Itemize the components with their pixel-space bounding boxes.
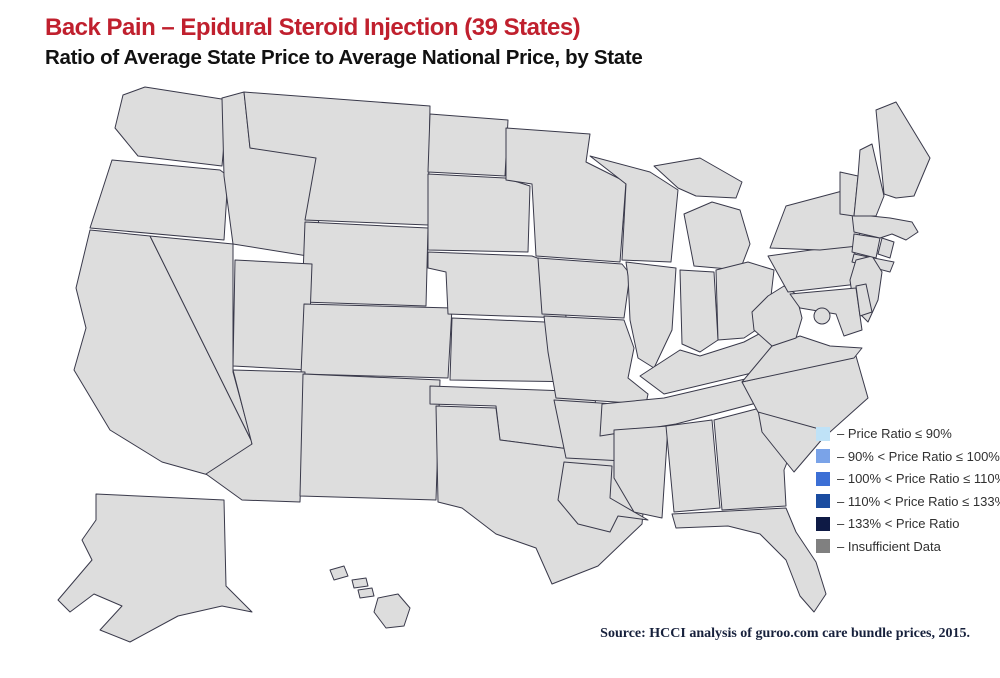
state-mississippi (613, 425, 669, 519)
state-delaware (855, 283, 873, 317)
state-new-hampshire (853, 143, 885, 217)
state-hawaii-big-island (373, 593, 411, 629)
state-iowa (537, 257, 631, 319)
map-legend: – Price Ratio ≤ 90% – 90% < Price Ratio … (816, 426, 1000, 554)
state-hawaii-kauai (329, 565, 349, 581)
state-south-dakota (427, 173, 531, 253)
state-west-virginia (751, 285, 803, 347)
legend-item-le90: – Price Ratio ≤ 90% (816, 426, 1000, 441)
legend-label: – 110% < Price Ratio ≤ 133% (837, 493, 1000, 509)
state-connecticut (851, 233, 881, 259)
state-wisconsin (589, 155, 679, 263)
legend-label: – Insufficient Data (837, 538, 941, 554)
legend-label: – 133% < Price Ratio (837, 516, 960, 531)
legend-item-90to100: – 90% < Price Ratio ≤ 100% (816, 449, 1000, 464)
state-oregon (89, 159, 229, 241)
state-alabama (665, 419, 721, 513)
state-missouri (543, 315, 649, 405)
state-district-of-columbia-dot (813, 307, 831, 325)
legend-label: – Price Ratio ≤ 90% (837, 426, 952, 441)
state-maine (875, 101, 931, 199)
legend-swatch-110to133 (816, 494, 830, 508)
legend-swatch-le90 (816, 426, 830, 441)
state-north-dakota (427, 113, 509, 177)
legend-item-110to133: – 110% < Price Ratio ≤ 133% (816, 494, 1000, 509)
figure-header: Back Pain – Epidural Steroid Injection (… (45, 14, 643, 70)
state-alaska (57, 493, 253, 643)
state-utah (232, 259, 313, 371)
source-note: Source: HCCI analysis of guroo.com care … (600, 626, 970, 641)
page-title: Back Pain – Epidural Steroid Injection (… (45, 14, 581, 41)
state-michigan-upper (653, 157, 743, 199)
legend-swatch-insufficient (816, 539, 830, 553)
state-rhode-island (877, 237, 895, 259)
state-pennsylvania (767, 243, 859, 293)
state-texas (435, 405, 649, 585)
state-florida (671, 507, 827, 613)
legend-item-gt133: – 133% < Price Ratio (816, 516, 1000, 531)
legend-label: – 90% < Price Ratio ≤ 100% (837, 448, 1000, 464)
state-hawaii-oahu (351, 577, 369, 589)
legend-swatch-90to100 (816, 449, 830, 463)
state-indiana (679, 269, 719, 353)
legend-swatch-gt133 (816, 516, 830, 531)
state-hawaii-maui (357, 587, 375, 599)
legend-swatch-100to110 (816, 471, 830, 486)
state-minnesota (505, 127, 627, 263)
state-colorado (300, 303, 453, 379)
state-michigan-lower (683, 201, 751, 271)
state-washington (114, 86, 229, 167)
legend-item-100to110: – 100% < Price Ratio ≤ 110% (816, 471, 1000, 486)
page-subtitle: Ratio of Average State Price to Average … (45, 45, 643, 69)
state-louisiana (557, 461, 649, 533)
state-illinois (625, 261, 677, 369)
legend-item-insufficient: – Insufficient Data (816, 539, 1000, 554)
legend-label: – 100% < Price Ratio ≤ 110% (837, 471, 1000, 486)
state-new-mexico (299, 373, 441, 501)
state-massachusetts (851, 213, 919, 241)
state-arizona (205, 369, 306, 503)
state-wyoming (301, 221, 429, 307)
state-montana (243, 91, 431, 226)
state-nebraska (427, 251, 567, 319)
